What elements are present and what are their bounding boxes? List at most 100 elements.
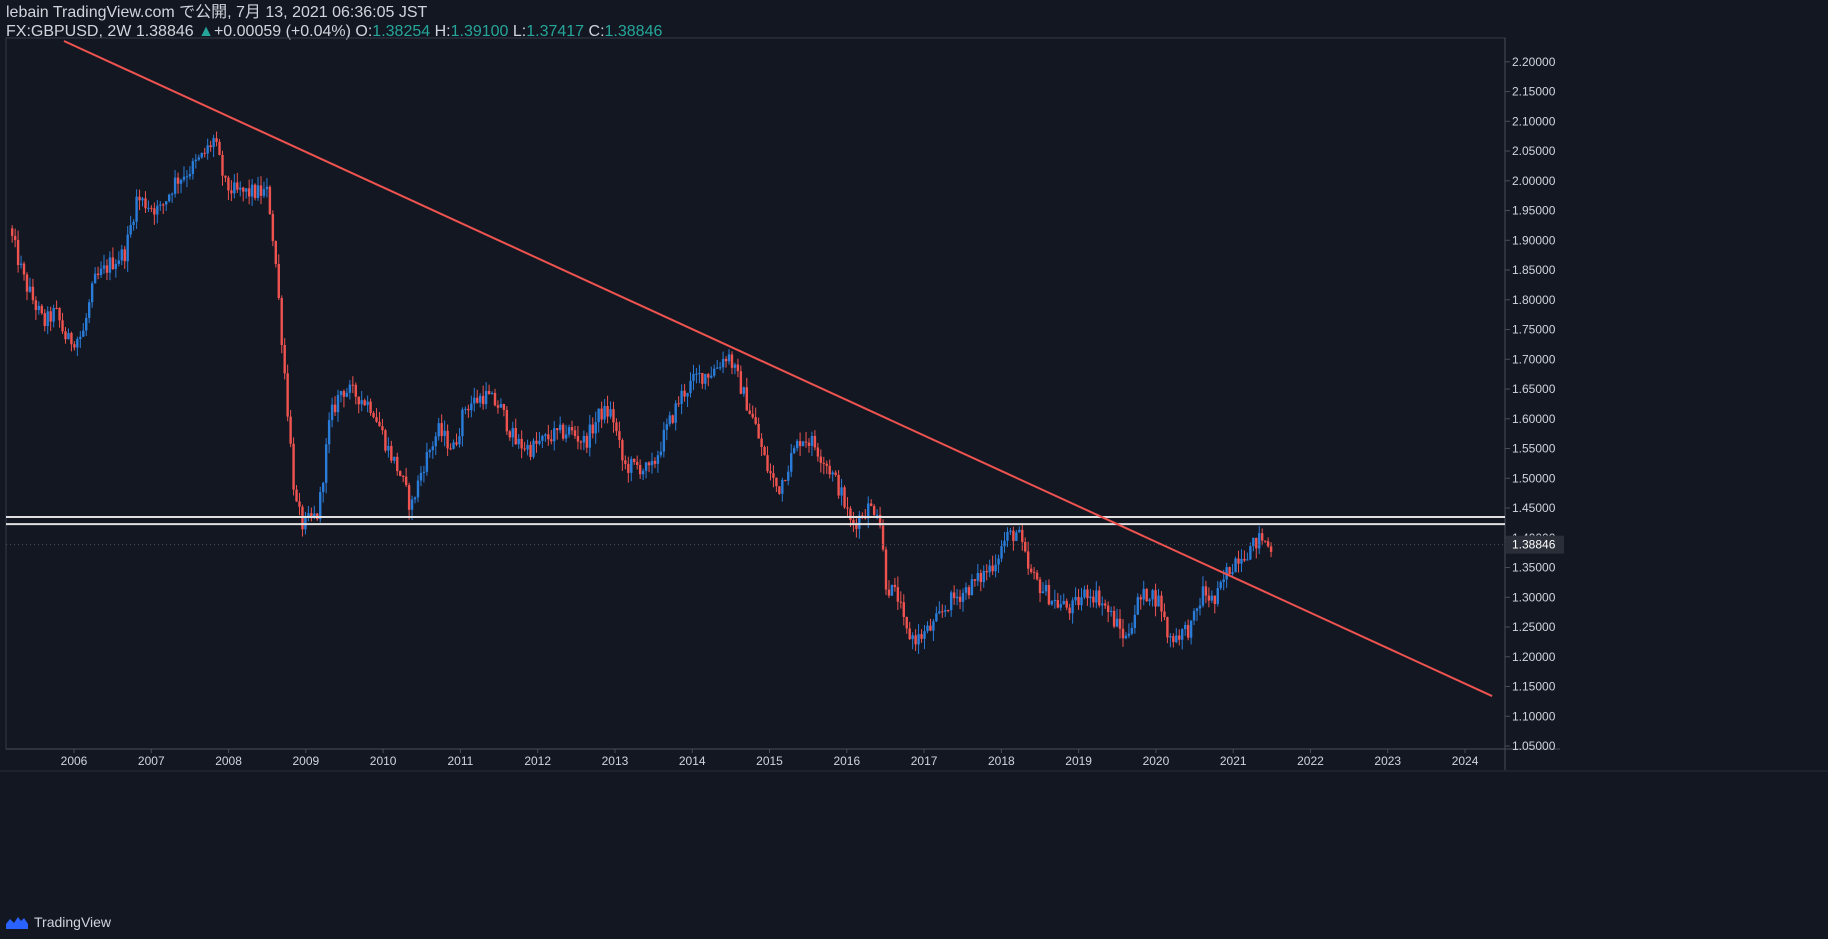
candle-down [215,138,218,142]
candle-up [262,189,266,196]
candle-up [191,161,195,175]
candle-up [147,207,150,209]
candle-up [336,395,340,413]
candle-up [322,482,325,493]
candle-down [724,358,728,362]
candle-up [443,430,446,437]
x-tick-label: 2017 [911,754,938,768]
candle-down [333,404,337,413]
candle-up [544,434,547,436]
candle-down [1263,540,1267,542]
candle-down [535,440,538,444]
candle-up [1189,620,1193,638]
candle-up [1089,596,1092,599]
y-tick-label: 2.05000 [1512,144,1556,158]
candle-up [156,205,159,215]
candle-down [1047,584,1051,605]
publish-info: lebain TradingView.com で公開, 7月 13, 2021 … [6,4,428,21]
candle-up [1222,579,1225,583]
x-tick-label: 2013 [602,754,629,768]
candle-up [721,358,725,368]
candle-up [452,442,455,449]
candle-up [46,311,49,327]
y-tick-label: 1.35000 [1512,561,1556,575]
candle-up [324,444,328,483]
symbol-label[interactable]: FX:GBPUSD, 2W [6,23,132,40]
candle-down [502,403,506,410]
candle-down [363,400,366,406]
candle-down [247,188,251,197]
x-tick-label: 2018 [988,754,1015,768]
candle-down [633,458,636,462]
candle-down [61,320,64,332]
candle-down [1154,590,1157,607]
candle-down [778,486,781,494]
candle-up [1201,586,1205,606]
candle-down [399,471,402,476]
x-tick-label: 2022 [1297,754,1324,768]
candle-down [1266,541,1270,547]
candle-up [603,405,606,420]
candle-up [656,455,660,464]
candle-up [790,453,793,472]
low-value: 1.37417 [526,23,585,40]
candle-up [541,435,544,441]
candle-down [289,416,292,444]
candle-down [1228,567,1231,575]
candle-down [763,446,766,456]
candle-down [280,298,283,345]
candle-down [209,145,212,148]
candle-down [1121,628,1125,639]
candle-up [413,497,417,500]
candle-up [87,302,91,318]
candle-up [1252,537,1255,547]
candle-down [1186,624,1190,638]
candle-down [455,442,458,445]
candle-up [1175,635,1178,643]
candle-up [1136,597,1139,615]
candle-down [64,331,67,340]
candle-down [73,344,76,348]
candle-down [138,196,141,201]
candle-up [387,446,390,451]
candle-up [458,436,461,445]
y-tick-label: 1.50000 [1512,471,1556,485]
y-tick-label: 2.10000 [1512,114,1556,128]
candle-down [1038,579,1042,594]
candle-up [1041,591,1045,594]
candle-up [461,409,464,437]
candle-up [484,390,488,405]
close-label: C: [588,23,605,40]
candle-up [1006,531,1009,541]
candle-down [529,444,532,457]
candle-up [713,368,716,376]
candle-up [327,420,331,445]
candle-down [1172,636,1175,643]
candle-up [567,427,571,435]
candle-up [597,408,600,423]
candle-up [944,610,947,612]
candle-down [277,263,280,299]
x-tick-label: 2008 [215,754,242,768]
candle-down [576,435,580,442]
candle-up [319,492,322,520]
y-tick-label: 1.85000 [1512,263,1556,277]
candle-down [745,387,748,411]
candle-up [256,185,260,199]
candle-up [200,152,203,158]
candle-down [899,601,903,603]
candle-up [339,391,343,396]
candle-up [961,592,965,602]
candle-down [40,305,43,314]
candle-up [831,472,834,475]
candle-up [490,392,494,395]
brand-name[interactable]: TradingView [34,914,112,930]
candle-down [967,587,971,596]
candle-up [431,446,434,451]
x-tick-label: 2021 [1220,754,1247,768]
open-label: O: [355,23,373,40]
candle-down [295,489,298,502]
candle-down [852,519,855,525]
candle-down [872,506,876,515]
